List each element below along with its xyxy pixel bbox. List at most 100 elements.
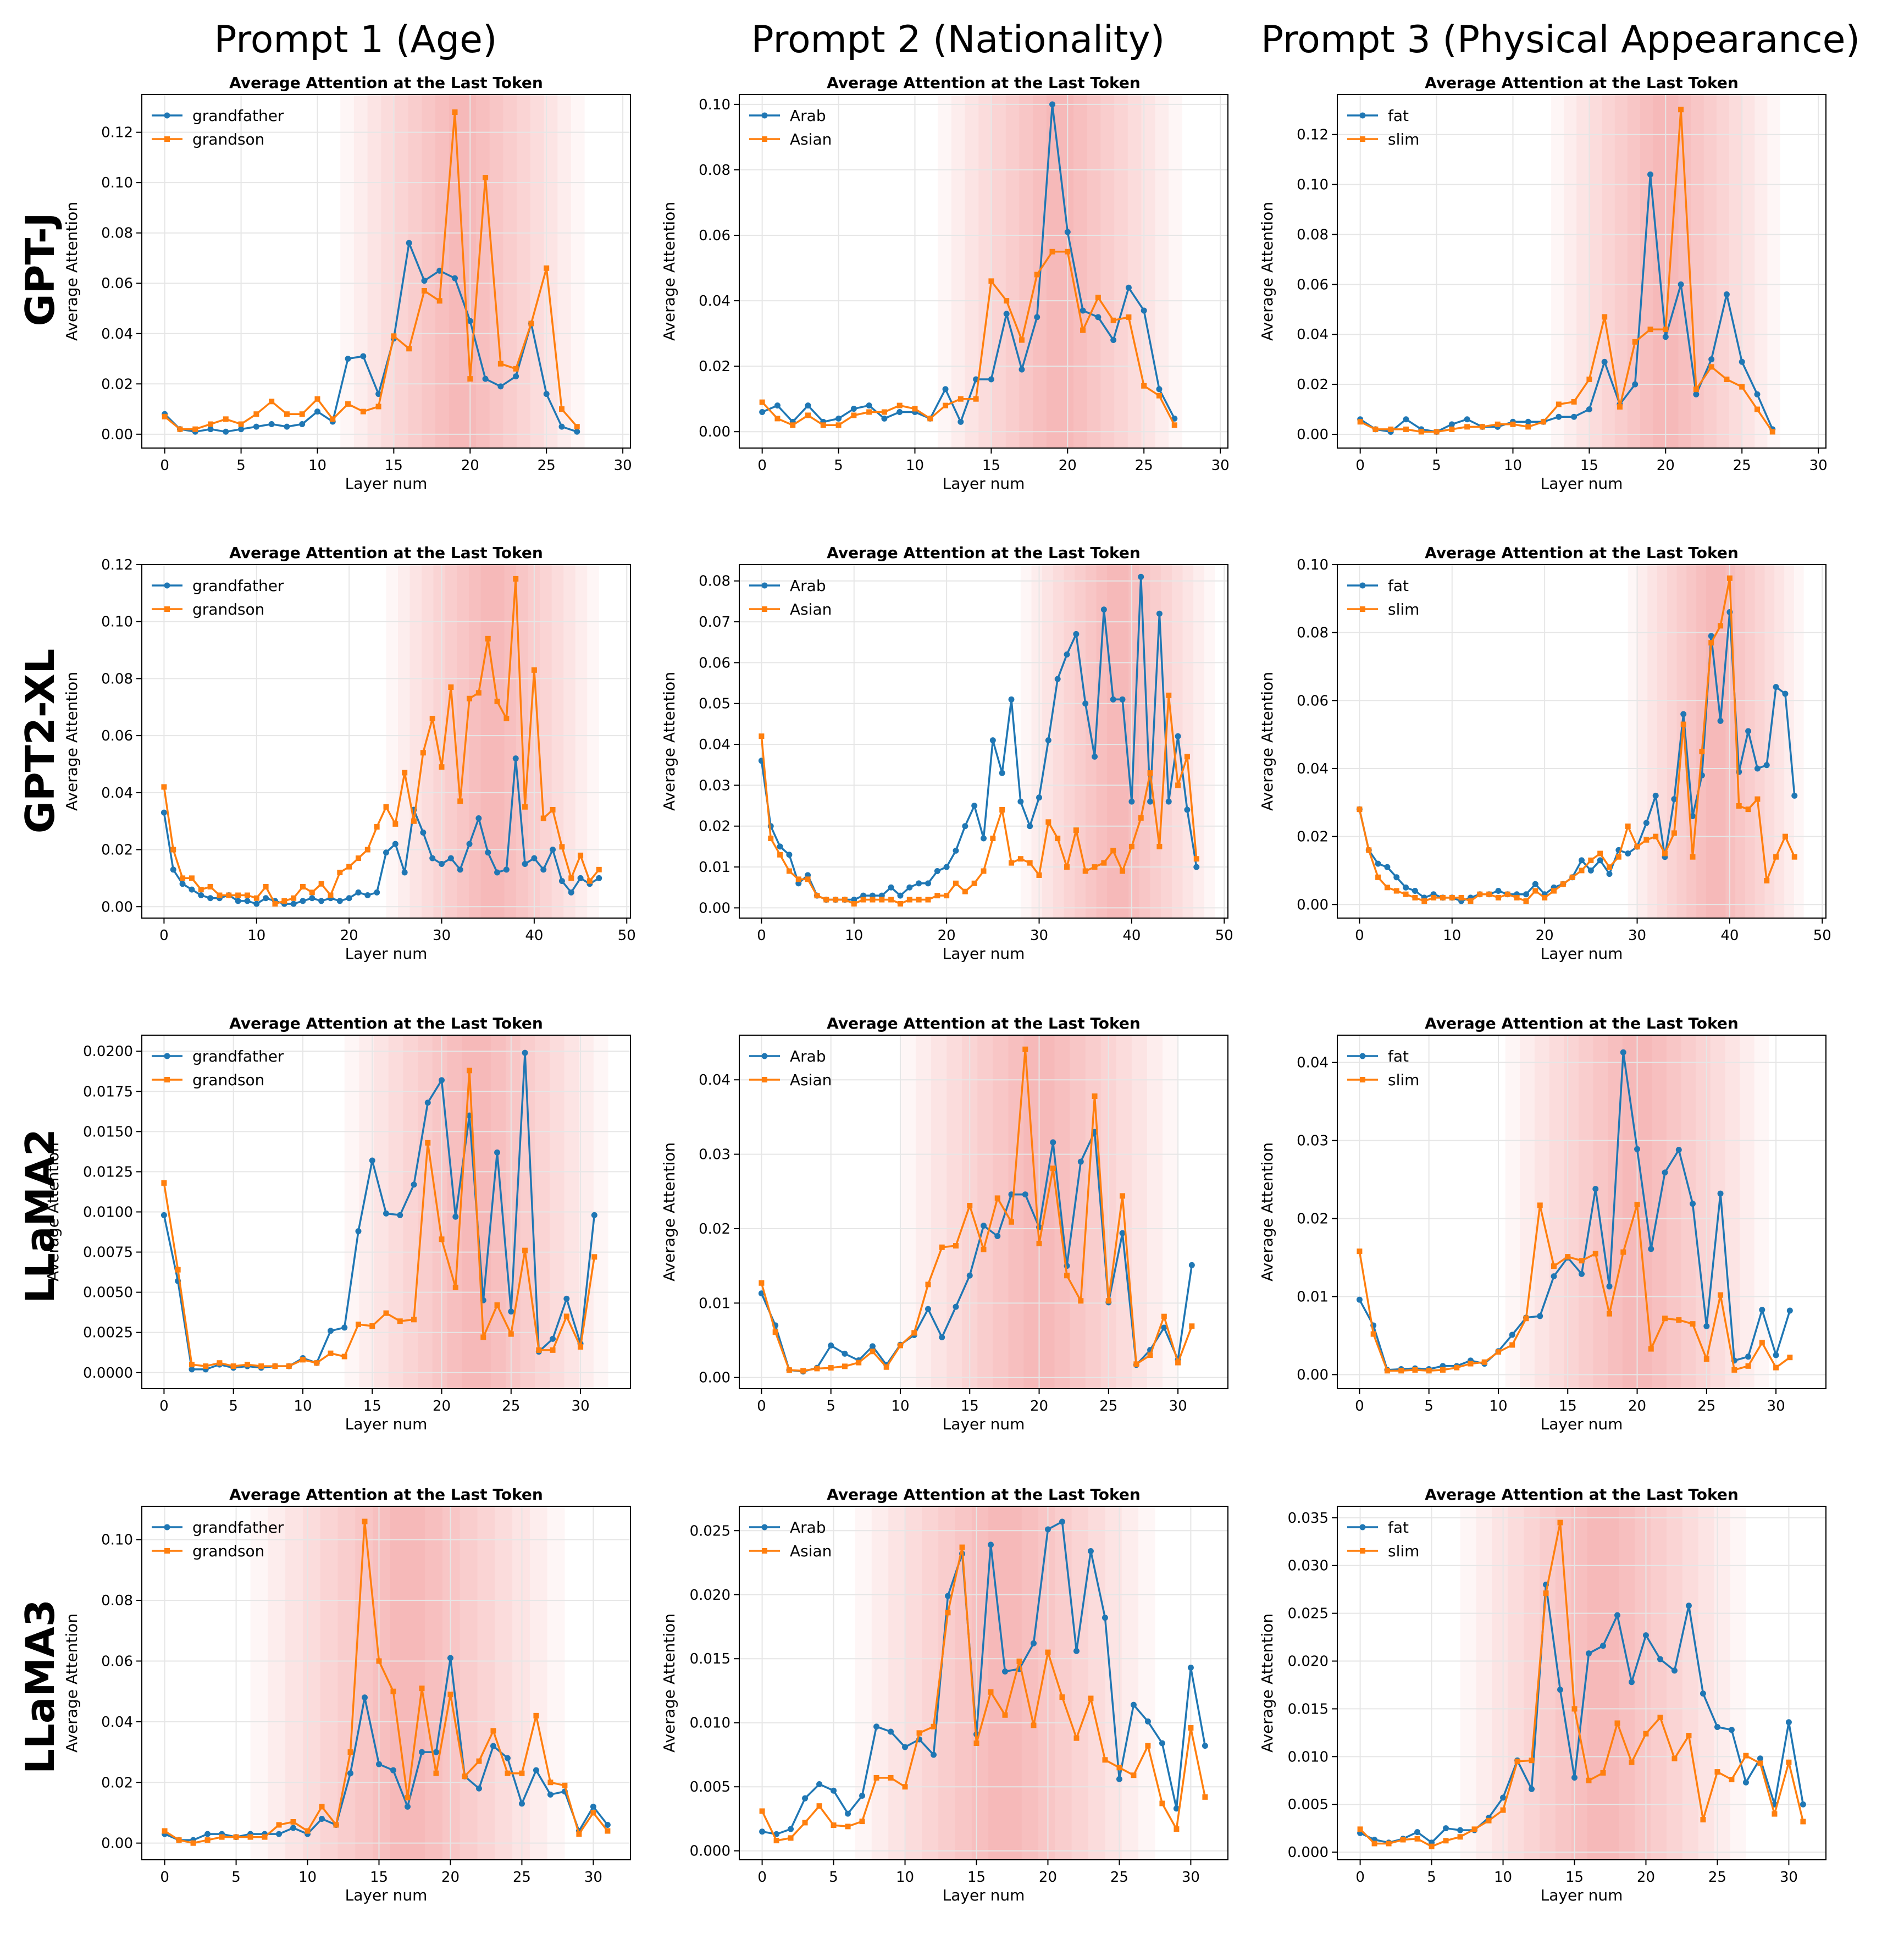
data-point-slim (1592, 1251, 1598, 1257)
legend: fat slim (1347, 577, 1419, 618)
column-titles: Prompt 1 (Age) Prompt 2 (Nationality) Pr… (214, 18, 1860, 62)
data-point-grandson (480, 1334, 486, 1340)
data-point-slim (1543, 1590, 1549, 1596)
data-point-Arab (1193, 864, 1200, 870)
data-point-grandson (360, 408, 366, 415)
y-tick-label: 0.06 (1297, 693, 1329, 709)
data-point-Asian (1027, 860, 1033, 866)
data-point-fat (1693, 391, 1700, 397)
data-point-fat (1708, 356, 1715, 363)
legend-label-grandson: grandson (192, 1071, 264, 1089)
data-point-Asian (953, 880, 959, 886)
data-point-grandfather (336, 898, 343, 904)
y-tick-label: 0.00 (1297, 427, 1329, 443)
legend-marker-slim (1360, 136, 1365, 142)
data-point-grandson (347, 1749, 353, 1755)
data-point-slim (1731, 1367, 1737, 1373)
data-point-Arab (1165, 798, 1172, 805)
highlight-band-segment (1686, 565, 1745, 918)
data-point-slim (1632, 339, 1638, 345)
y-tick-label: 0.00 (1297, 1367, 1329, 1383)
data-point-Asian (866, 409, 872, 415)
y-tick-label: 0.000 (690, 1843, 730, 1860)
chart-panel: 0 5 10 15 20 25 30 0.00 0.02 0.04 0.06 0.08 0.10 Aver… (660, 74, 1230, 493)
data-point-slim (1629, 1759, 1635, 1765)
data-point-grandson (345, 401, 351, 407)
data-point-slim (1671, 1755, 1678, 1761)
data-point-grandfather (421, 278, 428, 284)
y-tick-label: 0.00 (699, 424, 730, 440)
data-point-Asian (1105, 1298, 1111, 1304)
series-group (162, 109, 580, 435)
data-point-Asian (967, 1202, 973, 1208)
highlight-band-segment (302, 1506, 513, 1860)
data-point-slim (1617, 404, 1623, 410)
x-tick-label: 25 (513, 1869, 531, 1886)
data-point-grandson (522, 804, 528, 810)
data-point-fat (1782, 690, 1789, 697)
y-tick-label: 0.10 (1297, 177, 1329, 194)
highlight-band-segment (978, 95, 1142, 448)
data-point-Asian (881, 409, 887, 415)
legend-marker-grandson (164, 1077, 170, 1082)
y-tick-label: 0.02 (699, 1221, 730, 1237)
data-point-slim (1400, 1837, 1406, 1843)
chart-panel: 0 5 10 15 20 25 30 0.00 0.01 0.02 0.03 0.04 Average … (660, 1014, 1228, 1433)
data-point-slim (1495, 1349, 1501, 1355)
y-axis-label: Average Attention (63, 202, 81, 341)
data-point-slim (1643, 1731, 1649, 1737)
data-point-slim (1412, 1367, 1418, 1373)
data-point-grandfather (383, 849, 389, 856)
data-point-slim (1366, 847, 1372, 853)
data-point-Asian (820, 422, 826, 428)
data-point-grandson (467, 376, 473, 382)
y-tick-label: 0.0050 (83, 1285, 133, 1301)
data-point-slim (1388, 426, 1394, 432)
data-point-grandson (375, 404, 381, 410)
x-tick-label: 10 (1504, 457, 1522, 474)
data-point-fat (1717, 1190, 1724, 1197)
data-point-grandson (550, 1347, 556, 1353)
x-tick-label: 0 (160, 457, 169, 474)
data-point-grandson (467, 695, 473, 701)
column-title-prompt-1: Prompt 1 (Age) (214, 18, 497, 62)
x-axis-label: Layer num (943, 474, 1025, 493)
data-point-grandson (436, 298, 442, 304)
x-tick-label: 0 (1355, 927, 1364, 944)
data-point-slim (1357, 419, 1363, 425)
legend-label-fat: fat (1388, 1047, 1409, 1065)
data-point-Asian (1131, 1772, 1137, 1778)
data-point-grandfather (355, 889, 362, 896)
data-point-grandfather (207, 426, 214, 433)
y-tick-label: 0.04 (101, 785, 133, 802)
legend-marker-grandson (164, 1548, 170, 1554)
data-point-grandfather (533, 1767, 539, 1773)
x-tick-label: 50 (618, 927, 636, 944)
data-point-grandson (314, 1360, 320, 1366)
data-point-grandfather (563, 1295, 570, 1302)
data-point-fat (1537, 1313, 1543, 1319)
data-point-fat (1703, 1323, 1710, 1329)
data-point-grandson (362, 1518, 368, 1524)
data-point-Asian (888, 897, 894, 903)
data-point-Arab (1001, 1668, 1008, 1675)
data-point-Asian (1202, 1794, 1208, 1800)
data-point-Asian (957, 396, 964, 402)
data-point-Asian (945, 1610, 951, 1616)
data-point-fat (1745, 728, 1752, 734)
data-point-Asian (1126, 314, 1132, 320)
data-point-Asian (835, 422, 842, 428)
y-tick-label: 0.02 (101, 842, 133, 859)
data-point-fat (1500, 1794, 1507, 1801)
chart-panel: 0 5 10 15 20 25 30 0.000 0.005 0.010 0.015 0.020 0.0… (1258, 1485, 1826, 1904)
data-point-fat (1708, 633, 1714, 639)
x-tick-label: 15 (1580, 457, 1598, 474)
data-point-fat (1662, 1169, 1668, 1176)
data-point-slim (1525, 424, 1531, 430)
x-tick-label: 10 (247, 927, 265, 944)
data-point-Asian (1110, 848, 1116, 854)
data-point-Asian (906, 897, 912, 903)
legend: fat slim (1347, 1047, 1419, 1089)
data-point-grandson (578, 1344, 584, 1350)
highlight-band-segment (390, 1506, 425, 1860)
